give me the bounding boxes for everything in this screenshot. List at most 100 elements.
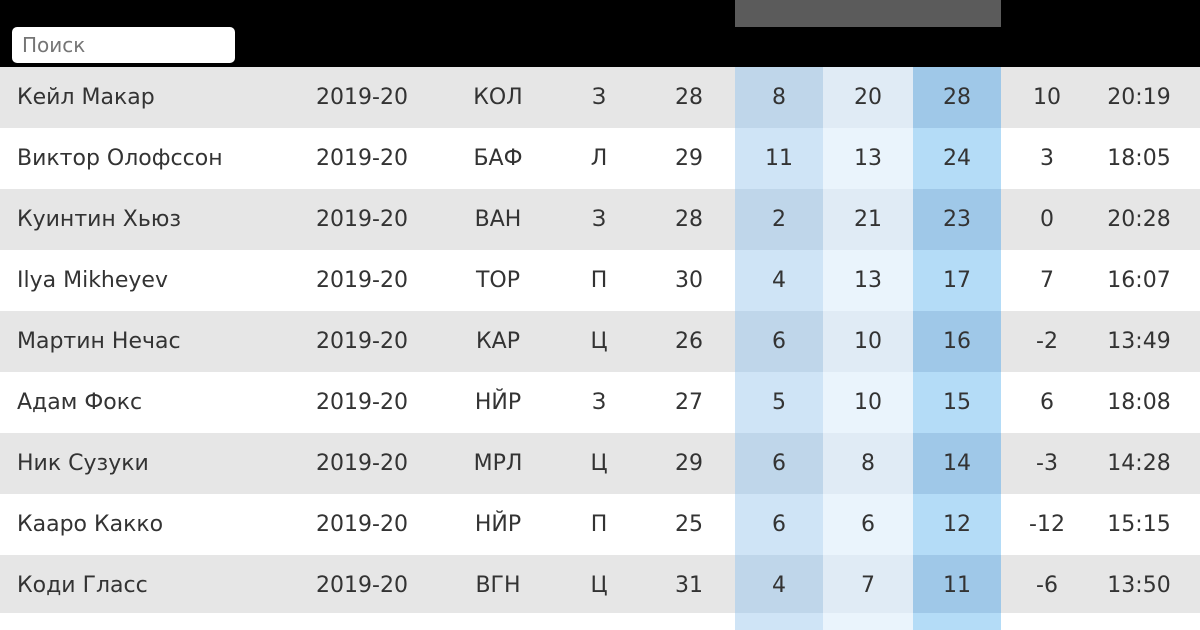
cell-season: 2019-20 (316, 573, 408, 598)
table-row: Каарo Какко 2019-20 НЙР П 25 6 6 12 -12 15:15 (0, 494, 1200, 555)
search-input[interactable] (12, 27, 235, 63)
cell-time-on-ice: 20:19 (1107, 85, 1171, 110)
cell-games-played: 25 (675, 512, 703, 537)
cell-position: Ц (590, 451, 608, 476)
cell-season: 2019-20 (316, 207, 408, 232)
cell-plus-minus: -6 (1036, 573, 1058, 598)
cell-player-name: Виктор Олофссон (17, 146, 223, 171)
cell-team: МРЛ (473, 451, 523, 476)
cell-season: 2019-20 (316, 329, 408, 354)
cell-points: 28 (913, 67, 1001, 128)
cell-player-name: Коди Гласс (17, 573, 148, 598)
cell-time-on-ice: 18:05 (1107, 146, 1171, 171)
cell-assists: 8 (823, 433, 913, 494)
table-row: Куинтин Хьюз 2019-20 ВАН З 28 2 21 23 0 20:28 (0, 189, 1200, 250)
table-row: Адам Фокс 2019-20 НЙР З 27 5 10 15 6 18:08 (0, 372, 1200, 433)
cell-assists: 21 (823, 189, 913, 250)
table-row: Ник Сузуки 2019-20 МРЛ Ц 29 6 8 14 -3 14:28 (0, 433, 1200, 494)
cell-assists: 6 (823, 494, 913, 555)
cell-plus-minus: -3 (1036, 451, 1058, 476)
cell-player-name: Адам Фокс (17, 390, 143, 415)
cell-team: НЙР (474, 512, 522, 537)
cell-games-played: 29 (675, 146, 703, 171)
sort-header-points[interactable] (913, 0, 1001, 27)
table-row: Коди Гласс 2019-20 ВГН Ц 31 4 7 11 -6 13:50 (0, 555, 1200, 616)
cell-assists: 7 (823, 555, 913, 616)
cell-points: 17 (913, 250, 1001, 311)
cell-team: БАФ (473, 146, 523, 171)
cell-team: КОЛ (473, 85, 523, 110)
table-row: Виктор Олофссон 2019-20 БАФ Л 29 11 13 24 3 18:05 (0, 128, 1200, 189)
cell-plus-minus: -12 (1029, 512, 1065, 537)
cell-time-on-ice: 16:07 (1107, 268, 1171, 293)
cell-games-played: 28 (675, 207, 703, 232)
cell-time-on-ice: 18:08 (1107, 390, 1171, 415)
cell-games-played: 31 (675, 573, 703, 598)
cell-position: З (591, 390, 607, 415)
cell-goals: 2 (735, 189, 823, 250)
table-row-partial (0, 613, 1200, 630)
cell-games-played: 28 (675, 85, 703, 110)
cell-plus-minus: 10 (1033, 85, 1061, 110)
cell-time-on-ice: 14:28 (1107, 451, 1171, 476)
sort-header-goals[interactable] (735, 0, 823, 27)
cell-player-name: Ilya Mikheyev (17, 268, 168, 293)
cell-season: 2019-20 (316, 512, 408, 537)
cell-goals: 4 (735, 250, 823, 311)
cell-season: 2019-20 (316, 451, 408, 476)
cell-goals: 4 (735, 555, 823, 616)
sort-header-assists[interactable] (823, 0, 913, 27)
cell-assists: 10 (823, 311, 913, 372)
cell-goals: 6 (735, 433, 823, 494)
cell-player-name: Ник Сузуки (17, 451, 149, 476)
cell-player-name: Мартин Нечас (17, 329, 181, 354)
table-row: Ilya Mikheyev 2019-20 ТОР П 30 4 13 17 7 16:07 (0, 250, 1200, 311)
cell-season: 2019-20 (316, 146, 408, 171)
table-row: Мартин Нечас 2019-20 КАР Ц 26 6 10 16 -2 13:49 (0, 311, 1200, 372)
cell-plus-minus: 7 (1040, 268, 1054, 293)
cell-games-played: 29 (675, 451, 703, 476)
cell-position: П (590, 268, 608, 293)
cell-assists: 13 (823, 128, 913, 189)
cell-player-name: Каарo Какко (17, 512, 164, 537)
cell-assists: 20 (823, 67, 913, 128)
cell-season: 2019-20 (316, 85, 408, 110)
cell-points: 11 (913, 555, 1001, 616)
cell-games-played: 27 (675, 390, 703, 415)
cell-player-name: Кейл Макар (17, 85, 155, 110)
cell-plus-minus: 6 (1040, 390, 1054, 415)
cell-team: КАР (476, 329, 520, 354)
cell-goals: 8 (735, 67, 823, 128)
cell-plus-minus: -2 (1036, 329, 1058, 354)
cell-goals: 6 (735, 311, 823, 372)
cell-points: 16 (913, 311, 1001, 372)
cell-points: 24 (913, 128, 1001, 189)
cell-position: П (590, 512, 608, 537)
cell-season: 2019-20 (316, 390, 408, 415)
cell-plus-minus: 3 (1040, 146, 1054, 171)
cell-points: 15 (913, 372, 1001, 433)
cell-points: 14 (913, 433, 1001, 494)
cell-team: НЙР (474, 390, 522, 415)
cell-assists: 10 (823, 372, 913, 433)
table-row: Кейл Макар 2019-20 КОЛ З 28 8 20 28 10 20:19 (0, 67, 1200, 128)
cell-points: 12 (913, 494, 1001, 555)
cell-player-name: Куинтин Хьюз (17, 207, 182, 232)
cell-points: 23 (913, 189, 1001, 250)
cell-time-on-ice: 15:15 (1107, 512, 1171, 537)
cell-assists: 13 (823, 250, 913, 311)
cell-time-on-ice: 13:50 (1107, 573, 1171, 598)
cell-games-played: 30 (675, 268, 703, 293)
cell-time-on-ice: 20:28 (1107, 207, 1171, 232)
cell-position: З (591, 85, 607, 110)
cell-season: 2019-20 (316, 268, 408, 293)
cell-team: ТОР (475, 268, 521, 293)
cell-position: Л (590, 146, 608, 171)
cell-goals: 6 (735, 494, 823, 555)
cell-team: ВАН (474, 207, 522, 232)
stats-table: Кейл Макар 2019-20 КОЛ З 28 8 20 28 10 20:19 Викто… (0, 67, 1200, 616)
cell-team: ВГН (475, 573, 521, 598)
cell-position: Ц (590, 573, 608, 598)
cell-goals: 11 (735, 128, 823, 189)
cell-goals: 5 (735, 372, 823, 433)
